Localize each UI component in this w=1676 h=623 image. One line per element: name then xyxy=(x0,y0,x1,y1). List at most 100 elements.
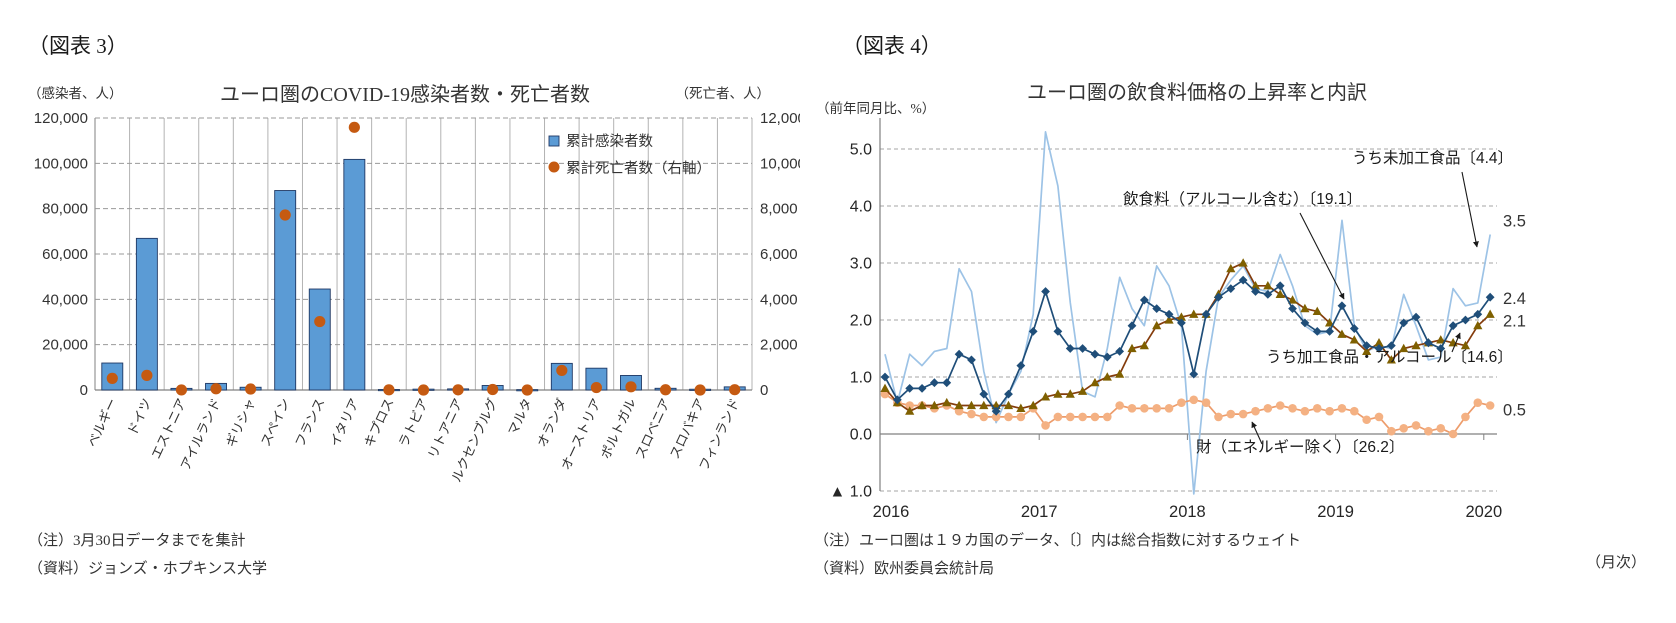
fig4-marker xyxy=(1436,335,1446,344)
fig4-marker xyxy=(1016,412,1026,422)
fig4-y-tick-label: 3.0 xyxy=(850,256,872,273)
fig3-left-axis-tick-label: 80,000 xyxy=(42,201,88,218)
fig3-tag: （図表 3） xyxy=(28,34,128,58)
fig3-dot-イタリア xyxy=(348,121,360,133)
fig4-y-tick-label: 2.0 xyxy=(850,313,872,330)
fig3-legend-bar-label: 累計感染者数 xyxy=(566,133,653,150)
fig4-marker xyxy=(979,389,989,399)
fig4-year-label-2017: 2017 xyxy=(1021,503,1058,521)
fig4-marker xyxy=(1189,395,1199,405)
fig4-marker xyxy=(1078,386,1088,395)
fig3-legend-dot-label: 累計死亡者数（右軸） xyxy=(566,160,711,177)
fig4-marker xyxy=(1436,344,1446,353)
fig3-left-axis-tick-label: 120,000 xyxy=(34,110,88,127)
fig3-left-axis-tick-label: 40,000 xyxy=(42,291,88,308)
fig3-dot-フランス xyxy=(314,315,326,328)
fig4-marker xyxy=(1411,340,1421,350)
fig4-annotation-label: 財（エネルギー除く）〔26.2〕 xyxy=(1196,438,1404,456)
fig4-marker xyxy=(1337,329,1347,338)
fig3-right-axis-tick-label: 8,000 xyxy=(760,201,798,218)
fig4-marker xyxy=(1238,275,1248,285)
fig4-annotation-label: うち加工食品・アルコール〔14.6〕 xyxy=(1266,348,1513,366)
fig4-annotation-arrow xyxy=(1251,421,1263,445)
fig4-marker xyxy=(991,406,1001,416)
fig4-year-label-2018: 2018 xyxy=(1169,503,1206,521)
fig4-marker xyxy=(1115,346,1125,356)
fig4-marker xyxy=(1386,355,1396,364)
fig4-annotation-arrow xyxy=(1299,212,1345,300)
fig4-marker xyxy=(1485,292,1495,302)
fig3-bar-chart: 120,000 12,000 100,000 10,000 80,000 8,000 60,… xyxy=(34,110,800,484)
fig4-marker xyxy=(905,406,915,415)
fig3-dot-スロベニア xyxy=(659,384,672,396)
fig3-bar-イタリア xyxy=(343,158,366,391)
fig4-marker xyxy=(917,384,927,393)
fig3-dot-オランダ xyxy=(556,364,568,377)
fig4-annotation-arrow xyxy=(1461,171,1479,248)
fig4-marker xyxy=(1102,372,1112,381)
fig4-marker xyxy=(1226,284,1236,294)
fig4-marker xyxy=(1226,409,1236,419)
fig3-right-axis-tick-label: 6,000 xyxy=(760,246,798,263)
fig4-marker xyxy=(1115,401,1124,410)
fig4-marker xyxy=(905,384,915,393)
fig4-tag: （図表 4） xyxy=(842,34,942,58)
fig3-dot-アイルランド xyxy=(210,383,222,395)
fig4-marker xyxy=(1078,344,1087,353)
fig3-left-axis-unit: （感染者、人） xyxy=(28,86,123,101)
fig4-marker xyxy=(1275,401,1285,410)
fig4-year-label-2020: 2020 xyxy=(1465,503,1502,521)
fig4-marker xyxy=(1040,392,1051,401)
fig3-dot-オーストリア xyxy=(590,381,602,394)
fig4-marker xyxy=(1189,369,1199,379)
fig4-marker xyxy=(1386,341,1396,351)
fig3-right-axis-tick-label: 12,000 xyxy=(760,110,800,127)
fig4-title: ユーロ圏の飲食料価格の上昇率と内訳 xyxy=(1027,82,1367,104)
fig4-year-label-2016: 2016 xyxy=(873,503,910,521)
fig4-end-label-3.5: 3.5 xyxy=(1503,213,1526,231)
fig4-marker xyxy=(1337,404,1347,413)
fig4-line-飲食料（アルコール含む）〔19.1〕 xyxy=(884,279,1491,413)
fig4-marker xyxy=(954,349,964,359)
fig3-right-axis-tick-label: 10,000 xyxy=(760,155,800,172)
fig4-marker xyxy=(1349,335,1359,344)
fig4-marker xyxy=(1349,324,1359,333)
fig4-marker xyxy=(1288,404,1297,413)
fig4-marker xyxy=(1238,258,1248,267)
fig4-marker xyxy=(930,378,939,388)
fig3-left-axis-tick-label: 20,000 xyxy=(42,337,88,354)
fig3-bar-ドイツ xyxy=(135,237,158,391)
fig4-y-tick-label: 1.0 xyxy=(850,370,872,387)
fig4-marker xyxy=(1115,369,1125,378)
fig3-left-axis-tick-label: 60,000 xyxy=(42,246,88,263)
fig4-marker xyxy=(1176,312,1186,321)
fig4-marker xyxy=(1053,412,1063,422)
fig3-dot-フィンランド xyxy=(729,384,741,396)
fig3-left-axis-tick-label: 0 xyxy=(80,382,88,399)
fig4-marker xyxy=(905,401,914,410)
fig3-right-axis-tick-label: 2,000 xyxy=(760,337,798,354)
fig4-marker xyxy=(892,395,902,405)
fig4-marker xyxy=(1090,412,1100,422)
fig4-marker xyxy=(1127,343,1137,353)
fig4-marker xyxy=(1164,309,1174,319)
fig4-marker xyxy=(1424,426,1433,436)
fig4-marker xyxy=(1004,389,1013,399)
fig4-marker xyxy=(1325,406,1334,416)
fig4-marker xyxy=(880,383,890,392)
fig4-marker xyxy=(1053,389,1063,398)
fig4-marker xyxy=(1411,421,1421,430)
fig4-note: （注）ユーロ圏は１９カ国のデータ、〔〕内は総合指数に対するウェイト xyxy=(814,533,1302,549)
fig4-source: （資料）欧州委員会統計局 xyxy=(814,561,995,577)
fig4-marker xyxy=(1350,406,1359,416)
fig4-marker xyxy=(1436,424,1446,433)
fig3-dot-ラトビア xyxy=(417,384,430,396)
fig4-marker xyxy=(1312,404,1322,413)
fig4-marker xyxy=(1473,309,1483,319)
fig4-marker xyxy=(1102,352,1112,362)
fig4-marker xyxy=(1485,309,1495,318)
fig3-dot-ルクセンブルグ xyxy=(487,383,499,396)
fig4-marker xyxy=(1275,289,1285,298)
fig3-dot-スロバキア xyxy=(694,384,706,396)
